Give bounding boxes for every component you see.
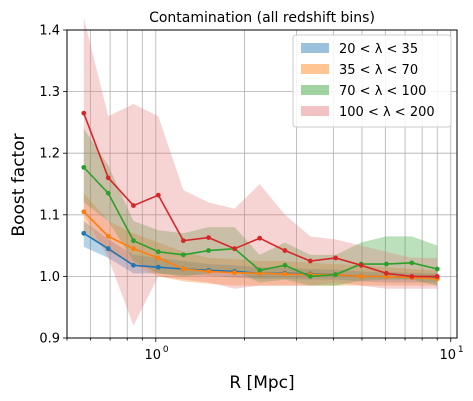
series-3 xyxy=(81,164,440,279)
plot-frame xyxy=(66,29,458,339)
data-point xyxy=(131,238,136,244)
data-point xyxy=(81,209,87,215)
data-point xyxy=(206,269,211,274)
data-point xyxy=(81,164,87,170)
legend-label: 100 < λ < 200 xyxy=(339,105,435,120)
y-tick-label: 1.2 xyxy=(39,147,60,162)
legend-swatch xyxy=(301,43,329,53)
data-point xyxy=(81,110,87,116)
y-tick-label: 1.1 xyxy=(39,208,60,223)
data-point xyxy=(333,255,338,261)
legend-swatch xyxy=(301,106,329,116)
data-point xyxy=(257,235,263,241)
data-point xyxy=(282,262,288,268)
error-band-series-4 xyxy=(83,17,438,326)
data-point xyxy=(131,262,136,268)
legend-label: 70 < λ < 100 xyxy=(339,84,426,99)
data-point xyxy=(180,238,186,244)
error-band-series-1 xyxy=(83,220,438,283)
legend-swatch xyxy=(301,85,329,95)
legend-label: 20 < λ < 35 xyxy=(339,42,418,57)
data-point xyxy=(383,270,389,276)
data-point xyxy=(257,267,263,273)
data-point xyxy=(105,246,111,252)
data-point xyxy=(434,266,440,272)
data-point xyxy=(409,260,415,266)
axis-ticks: 0.91.01.11.21.31.410 0 10 1 xyxy=(39,24,463,364)
data-point xyxy=(409,274,415,279)
series-4 xyxy=(81,110,440,279)
data-point xyxy=(333,272,338,277)
data-point xyxy=(180,252,186,258)
data-point xyxy=(358,274,364,279)
data-point xyxy=(232,246,237,252)
data-point xyxy=(307,274,313,279)
x-tick-label-exponent: 1 xyxy=(458,345,464,355)
error-band-series-2 xyxy=(83,193,438,286)
data-point xyxy=(307,258,313,264)
data-point xyxy=(434,274,440,279)
data-point xyxy=(383,261,389,267)
x-tick-label: 10 xyxy=(439,348,456,363)
data-point xyxy=(180,266,186,272)
error-bands xyxy=(83,17,438,326)
y-tick-label: 1.0 xyxy=(39,270,60,285)
data-point xyxy=(206,248,211,253)
data-point xyxy=(155,249,161,255)
y-tick-label: 1.4 xyxy=(39,24,60,39)
x-axis-label: R [Mpc] xyxy=(229,373,294,393)
y-tick-label: 0.9 xyxy=(39,332,60,347)
data-point xyxy=(282,271,288,277)
data-point xyxy=(131,246,136,252)
legend: 20 < λ < 35 35 < λ < 70 70 < λ < 100 100 < … xyxy=(292,34,452,128)
y-axis-label: Boost factor xyxy=(9,133,29,236)
legend-swatch xyxy=(301,64,329,74)
data-point xyxy=(155,255,161,261)
data-point xyxy=(206,235,211,240)
x-tick-label-exponent: 0 xyxy=(163,345,169,355)
data-point xyxy=(282,248,288,253)
chart-title: Contamination (all redshift bins) xyxy=(149,10,375,26)
y-tick-label: 1.3 xyxy=(39,85,60,100)
x-tick-label: 10 xyxy=(145,348,162,363)
data-point xyxy=(131,203,136,208)
legend-box xyxy=(292,34,452,128)
data-point xyxy=(232,270,237,276)
legend-label: 35 < λ < 70 xyxy=(339,63,418,78)
data-point xyxy=(155,192,161,198)
data-point xyxy=(358,262,364,268)
data-point xyxy=(105,233,111,239)
data-point xyxy=(81,230,87,236)
error-band-series-3 xyxy=(83,128,438,286)
series-lines xyxy=(81,110,440,282)
data-point xyxy=(105,190,111,196)
data-point xyxy=(155,264,161,270)
data-point xyxy=(105,175,111,181)
